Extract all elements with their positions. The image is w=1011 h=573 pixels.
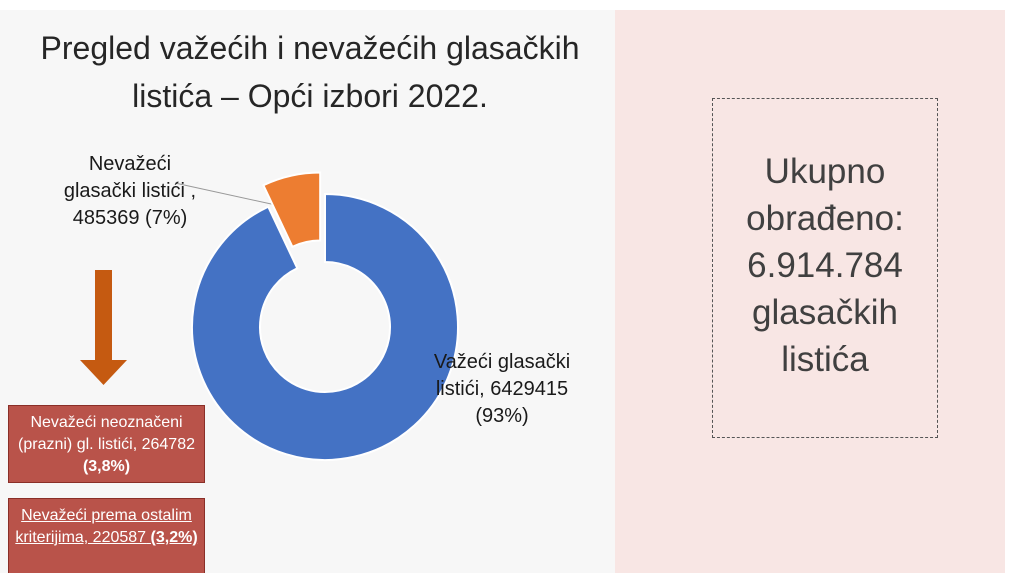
arrow-shaft xyxy=(95,270,112,360)
leader-line xyxy=(174,182,286,208)
data-label: Nevažeći glasački listići , xyxy=(64,153,196,202)
info-box: Nevažeći prema ostalim kriterijima, 2205… xyxy=(8,498,205,573)
category-label: Važeći glasački xyxy=(434,351,570,373)
box-text: Nevažeći neoznačeni (prazni) gl. listići… xyxy=(18,414,195,453)
right-panel xyxy=(615,10,1005,573)
value-part: (93%) xyxy=(475,405,528,427)
category-label: Nevažeći xyxy=(89,153,171,175)
category-label: listići, 6429415 xyxy=(436,378,568,400)
donut-slice xyxy=(262,171,322,249)
value-label: 485369 (7%) xyxy=(73,207,188,229)
box-percent: (3,8%) xyxy=(82,458,131,475)
info-box: Nevažeći neoznačeni (prazni) gl. listići… xyxy=(8,405,205,483)
box-percent: (3,2%) xyxy=(150,529,198,546)
value-label: listići, 6429415 (93%) xyxy=(436,378,568,427)
summary-frame xyxy=(712,98,938,438)
category-label: glasački listići , xyxy=(64,180,196,202)
chart-title: Pregled važećih i nevažećih glasačkih li… xyxy=(40,30,580,114)
box-text: Nevažeći prema ostalim kriterijima, 2205… xyxy=(15,507,192,546)
data-label: Važeći glasački xyxy=(434,351,570,373)
arrow-head xyxy=(80,360,127,385)
donut-slice xyxy=(191,192,459,461)
summary: Ukupno obrađeno: 6.914.784 glasačkih lis… xyxy=(746,152,904,379)
